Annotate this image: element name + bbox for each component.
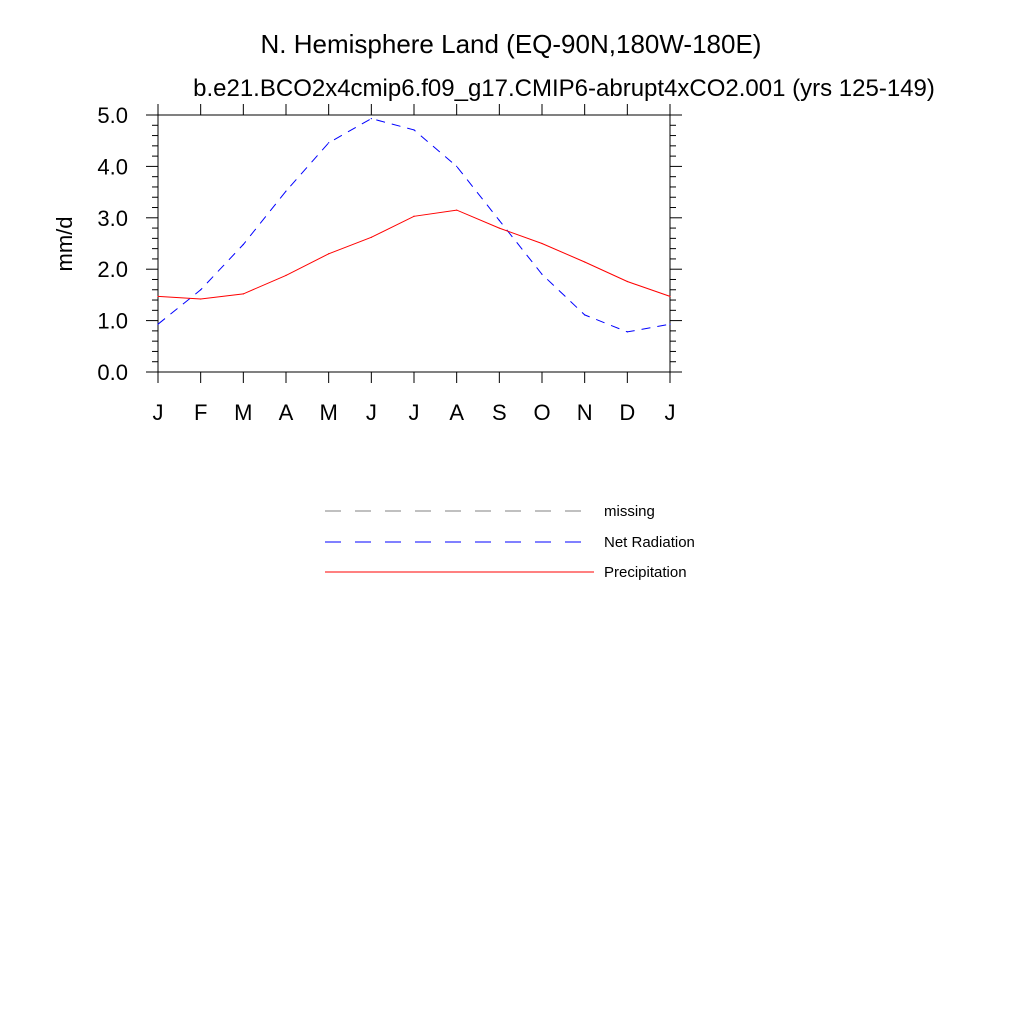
data-point xyxy=(200,289,202,291)
data-point xyxy=(285,190,287,192)
legend-label: Precipitation xyxy=(604,564,687,581)
y-tick-label: 5.0 xyxy=(97,103,128,128)
series-line-precipitation xyxy=(157,209,671,300)
y-tick-label: 4.0 xyxy=(97,154,128,179)
data-point xyxy=(285,274,287,276)
y-tick-label: 0.0 xyxy=(97,360,128,385)
data-point xyxy=(370,117,372,120)
y-tick-label: 2.0 xyxy=(97,257,128,282)
data-point xyxy=(242,293,244,295)
x-tick-label: J xyxy=(153,400,164,425)
y-axis: 0.0 1.0 2.0 3.0 4.0 5.0 xyxy=(97,103,682,385)
x-tick-label: S xyxy=(492,400,507,425)
legend-label: missing xyxy=(604,503,655,520)
legend-label: Net Radiation xyxy=(604,534,695,551)
y-tick-label: 1.0 xyxy=(97,309,128,334)
data-point xyxy=(584,314,586,316)
x-tick-label: A xyxy=(279,400,294,425)
data-point xyxy=(456,209,458,211)
data-point xyxy=(498,227,500,229)
data-point xyxy=(626,331,628,333)
x-tick-label: O xyxy=(533,400,550,425)
x-tick-label: D xyxy=(619,400,635,425)
chart-subtitle: b.e21.BCO2x4cmip6.f09_g17.CMIP6-abrupt4x… xyxy=(193,75,935,102)
data-point xyxy=(413,129,415,131)
data-point xyxy=(584,261,586,263)
x-tick-label: F xyxy=(194,400,207,425)
data-point xyxy=(541,242,543,245)
data-point xyxy=(157,295,159,298)
x-tick-label: J xyxy=(409,400,420,425)
y-tick-label: 3.0 xyxy=(97,206,128,231)
x-tick-label: A xyxy=(449,400,464,425)
data-point xyxy=(328,253,330,255)
data-point xyxy=(242,243,244,246)
legend: missing Net Radiation Precipitation xyxy=(325,503,695,581)
data-point xyxy=(200,298,202,300)
chart-title: N. Hemisphere Land (EQ-90N,180W-180E) xyxy=(261,29,762,59)
data-point xyxy=(541,273,543,275)
data-point xyxy=(669,295,671,298)
data-point xyxy=(328,142,330,144)
x-tick-label: M xyxy=(234,400,252,425)
data-point xyxy=(498,219,500,221)
data-point xyxy=(157,323,159,325)
x-tick-label: J xyxy=(366,400,377,425)
data-point xyxy=(413,215,415,217)
data-point xyxy=(669,323,671,325)
x-tick-label: M xyxy=(320,400,338,425)
series-group xyxy=(157,117,671,333)
y-axis-label: mm/d xyxy=(52,217,77,272)
data-point xyxy=(370,236,372,238)
plot-frame xyxy=(157,114,671,373)
x-tick-label: J xyxy=(665,400,676,425)
x-tick-label: N xyxy=(577,400,593,425)
series-line-net-radiation xyxy=(157,118,671,333)
data-point xyxy=(626,280,628,283)
data-point xyxy=(456,165,458,167)
